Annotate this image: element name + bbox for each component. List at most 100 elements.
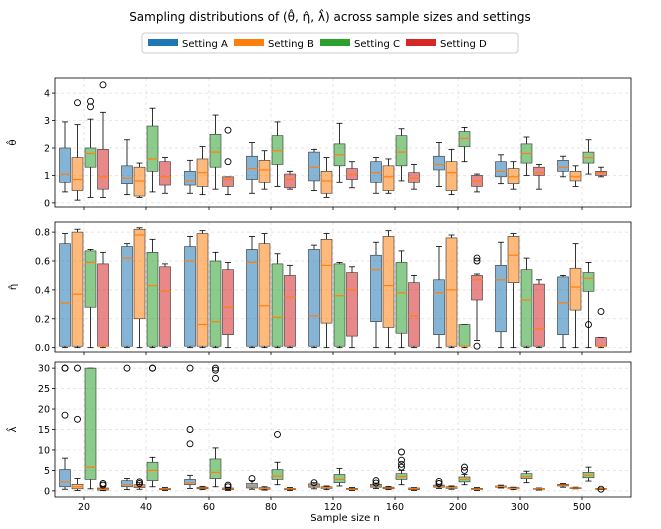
box-body <box>271 469 284 480</box>
box-80-s4 <box>284 487 296 491</box>
box-body <box>59 243 71 347</box>
outlier-point <box>212 374 219 382</box>
box-300-s3 <box>520 257 533 349</box>
box-body <box>97 263 109 347</box>
box-300-s1 <box>495 241 507 349</box>
y-tick-label: 0 <box>44 198 50 209</box>
y-tick-label: 0.0 <box>35 343 50 354</box>
box-160-s1 <box>370 477 382 489</box>
box-body <box>320 239 333 324</box>
outlier-point <box>597 308 605 316</box>
box-body <box>209 458 222 479</box>
box-40-s4 <box>159 263 171 349</box>
box-500-s3 <box>582 466 595 482</box>
box-500-s1 <box>557 275 569 349</box>
outlier-point <box>585 321 592 329</box>
box-200-s4 <box>471 487 483 491</box>
box-60-s2 <box>196 230 209 349</box>
box-500-s3 <box>582 139 595 175</box>
y-tick-label: 0 <box>44 486 50 497</box>
box-body <box>333 474 346 483</box>
box-20-s1 <box>59 233 71 349</box>
box-body <box>159 266 171 347</box>
outlier-point <box>473 254 481 262</box>
axes-frame <box>54 221 632 353</box>
box-body <box>121 165 133 184</box>
box-160-s2 <box>382 485 395 491</box>
box-body <box>184 479 196 486</box>
box-body <box>507 236 520 283</box>
box-160-s2 <box>382 158 395 194</box>
y-tick-label: 1 <box>44 171 50 182</box>
x-tick-label: 80 <box>265 502 277 513</box>
x-tick-label: 160 <box>386 502 404 513</box>
panel-1: 0 1 2 3 4 θ̂ <box>5 77 632 210</box>
x-axis-label: Sample size n <box>310 513 380 524</box>
x-tick-label: 120 <box>324 502 342 513</box>
box-160-s4 <box>408 164 420 190</box>
box-body <box>246 155 258 180</box>
x-tick-label: 40 <box>140 502 152 513</box>
box-body <box>159 161 171 186</box>
box-body <box>507 168 520 184</box>
box-body <box>557 160 569 172</box>
box-body <box>71 231 84 347</box>
outlier-point <box>61 364 69 372</box>
y-axis-label: λ̂ <box>5 426 19 432</box>
box-body <box>320 171 333 194</box>
box-80-s3 <box>271 121 284 187</box>
outlier-point <box>212 364 219 372</box>
y-tick-label: 0.8 <box>35 228 50 239</box>
box-300-s4 <box>533 487 545 491</box>
box-body <box>433 279 445 335</box>
y-tick-label: 10 <box>38 445 50 456</box>
legend-swatch-3 <box>320 39 350 46</box>
box-200-s4 <box>471 254 483 350</box>
outlier-point <box>435 478 443 485</box>
box-120-s1 <box>308 244 320 349</box>
outlier-point <box>186 426 194 433</box>
box-200-s2 <box>445 148 458 196</box>
legend-label-3: Setting C <box>354 39 400 50</box>
legend-label-2: Setting B <box>268 39 314 50</box>
box-80-s3 <box>271 253 284 349</box>
box-80-s4 <box>284 264 296 349</box>
box-body <box>121 246 133 347</box>
axes-frame <box>54 77 632 208</box>
box-500-s4 <box>595 308 607 349</box>
box-60-s3 <box>209 251 222 349</box>
box-160-s2 <box>382 230 395 349</box>
box-body <box>595 337 607 347</box>
box-500-s2 <box>569 165 582 187</box>
box-20-s2 <box>71 99 84 201</box>
box-20-s2 <box>71 228 84 349</box>
box-body <box>271 135 284 165</box>
outlier-point <box>398 448 405 456</box>
box-300-s2 <box>507 233 520 349</box>
box-200-s4 <box>471 173 483 193</box>
box-60-s1 <box>184 236 196 349</box>
outlier-point <box>224 483 232 491</box>
box-120-s4 <box>346 487 358 491</box>
outlier-point <box>74 99 81 107</box>
box-40-s1 <box>121 139 133 196</box>
box-20-s4 <box>97 480 109 492</box>
box-80-s1 <box>246 236 258 349</box>
outlier-point <box>99 481 107 489</box>
box-body <box>196 233 209 347</box>
box-120-s3 <box>333 467 346 487</box>
legend-swatch-4 <box>406 39 436 46</box>
box-body <box>184 171 196 186</box>
box-body <box>97 149 109 190</box>
outlier-point <box>74 364 81 372</box>
box-body <box>71 157 84 191</box>
box-body <box>284 173 296 189</box>
box-body <box>222 176 234 187</box>
outlier-point <box>74 415 81 423</box>
box-80-s4 <box>284 170 296 190</box>
box-160-s3 <box>395 448 408 486</box>
y-tick-label: 0.2 <box>35 314 50 325</box>
box-120-s2 <box>320 233 333 349</box>
box-40-s3 <box>146 238 159 349</box>
